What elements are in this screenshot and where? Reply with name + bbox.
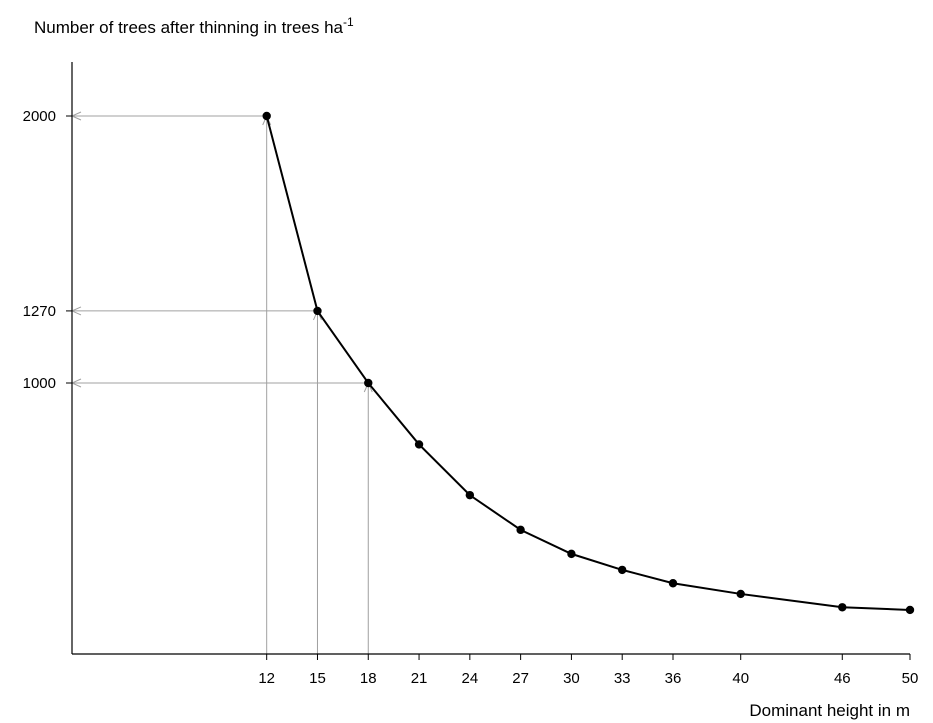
data-point (736, 589, 745, 599)
x-tick-label: 21 (411, 670, 428, 687)
data-point (262, 111, 271, 121)
y-tick-labels: 2000 1270 1000 (23, 108, 72, 392)
x-tick-label: 33 (614, 670, 631, 687)
data-point (364, 378, 373, 388)
y-axis-title: Number of trees after thinning in trees … (34, 15, 354, 37)
data-point (567, 549, 576, 559)
x-tick-label: 50 (902, 670, 919, 687)
y-axis-title-main: Number of trees after thinning in trees … (34, 18, 344, 37)
y-tick-label: 1000 (23, 375, 56, 392)
x-tick-label: 15 (309, 670, 326, 687)
x-tick-label: 30 (563, 670, 580, 687)
data-point (414, 440, 424, 449)
x-tick-label: 46 (834, 670, 851, 687)
series-layer (265, 115, 911, 611)
y-axis-title-superscript: -1 (343, 15, 354, 29)
x-tick-label: 40 (732, 670, 749, 687)
x-tick-labels: 12 15 18 21 24 27 30 33 36 40 46 50 (258, 654, 918, 687)
x-axis-title: Dominant height in m (749, 701, 910, 720)
data-point (905, 605, 915, 615)
series-line (265, 115, 911, 611)
guide-lines (70, 111, 373, 654)
y-tick-label: 2000 (23, 108, 56, 125)
x-tick-label: 27 (512, 670, 529, 687)
data-point (618, 565, 627, 575)
x-tick-label: 36 (665, 670, 682, 687)
data-point (668, 579, 678, 588)
axes (71, 62, 910, 655)
x-tick-label: 18 (360, 670, 377, 687)
data-point (516, 525, 525, 535)
x-tick-label: 12 (258, 670, 275, 687)
points-layer (262, 111, 915, 615)
data-point (838, 603, 847, 612)
x-tick-label: 24 (461, 670, 478, 687)
data-point (313, 306, 322, 316)
y-tick-label: 1270 (23, 303, 56, 320)
data-point (465, 490, 475, 500)
